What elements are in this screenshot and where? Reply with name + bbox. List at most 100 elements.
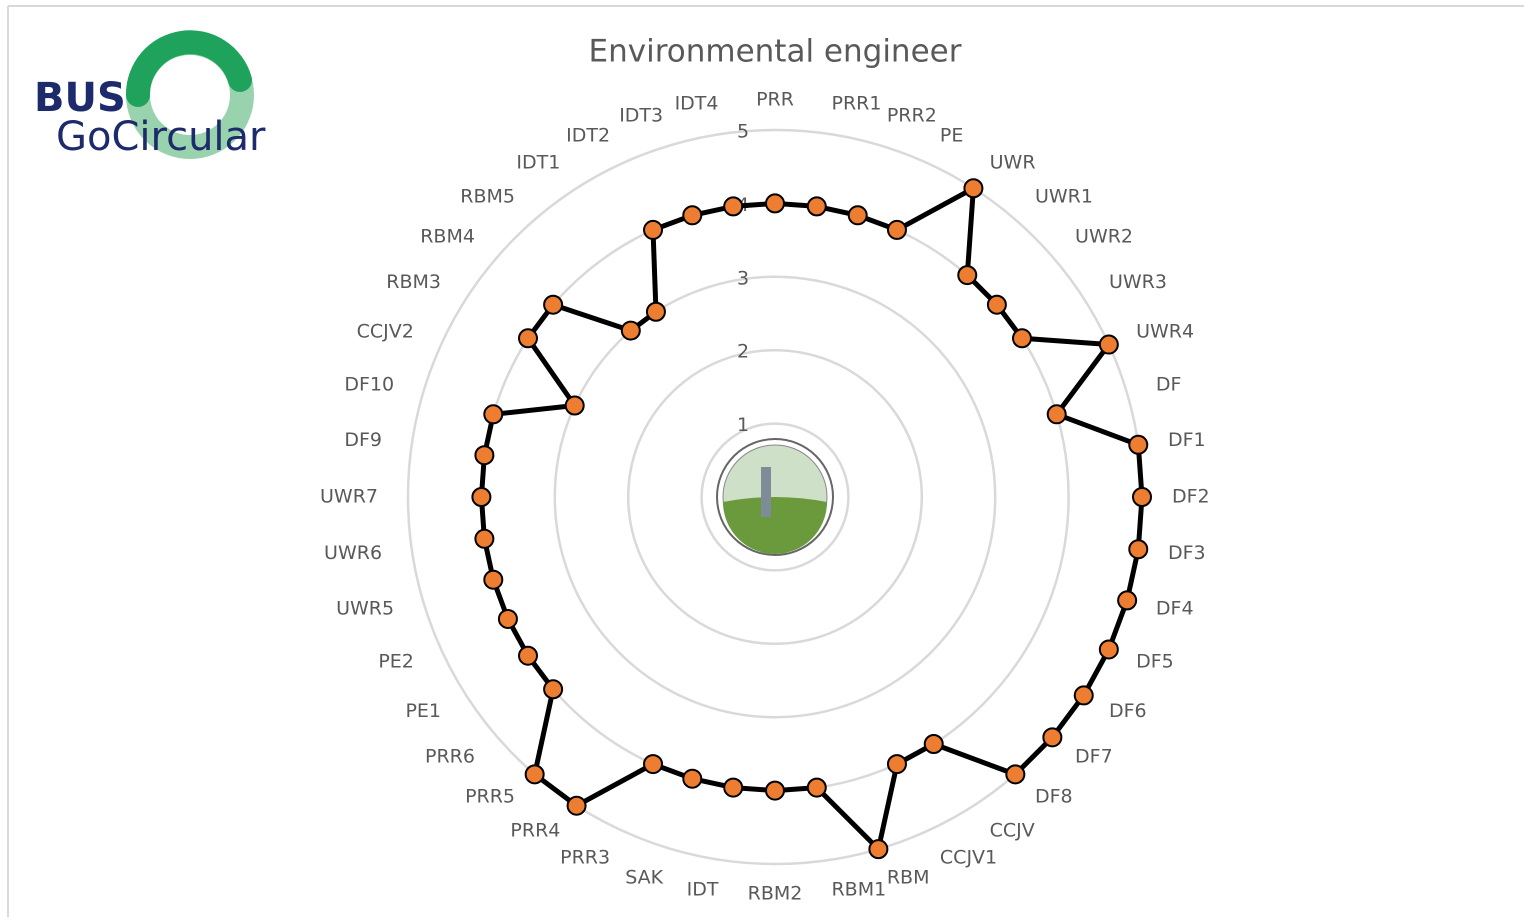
category-label: PE2: [378, 650, 414, 672]
marker: [986, 294, 1007, 315]
logo-text: BUS: [34, 75, 126, 121]
marker: [518, 645, 539, 666]
marker: [868, 839, 889, 860]
category-label: PRR2: [887, 105, 937, 127]
category-label: PE1: [405, 700, 441, 722]
marker: [806, 196, 827, 217]
category-label: PRR6: [425, 745, 475, 767]
r-tick-label: 3: [737, 267, 749, 289]
marker: [682, 205, 703, 226]
marker: [497, 608, 518, 629]
grid-circle: [553, 275, 997, 719]
category-label: DF3: [1168, 542, 1206, 564]
r-tick-label: 5: [737, 121, 749, 143]
category-label: CCJV: [990, 819, 1035, 841]
marker: [1098, 639, 1119, 660]
category-label: PRR5: [465, 786, 515, 808]
category-label: PRR1: [831, 93, 881, 115]
marker: [643, 754, 664, 775]
category-label: PRR: [756, 89, 794, 111]
category-label: DF9: [344, 429, 382, 451]
logo: BUS GoCircular: [34, 30, 266, 160]
marker: [957, 265, 978, 286]
category-label: IDT: [687, 878, 719, 900]
center-image-figure: [761, 467, 771, 517]
category-label: IDT4: [675, 93, 719, 115]
category-label: DF8: [1035, 786, 1073, 808]
category-label: IDT1: [516, 152, 560, 174]
marker: [1098, 334, 1119, 355]
category-label: UWR3: [1109, 271, 1167, 293]
marker: [765, 193, 785, 214]
marker: [1073, 685, 1094, 706]
grid-circle: [626, 348, 924, 646]
category-label: DF10: [344, 374, 394, 396]
marker: [564, 395, 585, 416]
marker: [886, 754, 907, 775]
category-label: UWR7: [320, 486, 378, 508]
marker: [474, 528, 495, 549]
marker: [765, 780, 785, 801]
center-image-grass: [723, 497, 827, 554]
marker: [643, 219, 664, 240]
category-label: DF2: [1172, 486, 1210, 508]
category-label: RBM: [887, 866, 930, 888]
category-label: CCJV2: [357, 321, 414, 343]
category-label: DF4: [1156, 597, 1194, 619]
category-label: IDT2: [566, 124, 610, 146]
category-label: RBM1: [831, 878, 886, 900]
category-label: UWR6: [324, 542, 382, 564]
marker: [806, 777, 827, 798]
marker: [923, 733, 944, 754]
category-label: DF7: [1075, 745, 1113, 767]
r-tick-label: 1: [737, 414, 749, 436]
category-label: DF5: [1136, 650, 1174, 672]
marker: [645, 301, 666, 322]
marker: [524, 764, 545, 785]
marker: [518, 328, 539, 349]
logo-text: GoCircular: [56, 114, 266, 160]
marker: [543, 679, 564, 700]
marker: [847, 205, 868, 226]
marker: [723, 196, 744, 217]
marker: [474, 445, 495, 466]
category-label: RBM5: [460, 185, 515, 207]
marker: [483, 569, 504, 590]
category-label: UWR4: [1136, 321, 1194, 343]
marker: [1128, 539, 1149, 560]
marker: [543, 294, 564, 315]
category-label: UWR5: [336, 597, 394, 619]
category-label: PE: [940, 124, 963, 146]
marker: [1132, 487, 1152, 507]
r-tick-label: 2: [737, 341, 749, 363]
marker: [1042, 727, 1063, 748]
grid-circle: [700, 422, 850, 572]
category-label: SAK: [625, 866, 663, 888]
logo-arc: [125, 30, 252, 107]
category-label: CCJV1: [940, 847, 997, 869]
marker: [963, 178, 984, 199]
category-label: PRR3: [560, 847, 610, 869]
marker: [1117, 590, 1138, 611]
category-label: RBM4: [420, 226, 475, 248]
category-label: UWR2: [1075, 226, 1133, 248]
marker: [886, 219, 907, 240]
marker: [620, 320, 641, 341]
category-label: IDT3: [619, 105, 663, 127]
marker: [1128, 434, 1149, 455]
category-label: DF: [1156, 374, 1182, 396]
category-label: UWR1: [1035, 185, 1093, 207]
marker: [723, 777, 744, 798]
category-label: DF6: [1109, 700, 1147, 722]
marker: [1011, 328, 1032, 349]
marker: [566, 795, 587, 816]
chart-title: Environmental engineer: [589, 34, 962, 70]
marker: [483, 404, 504, 425]
category-label: PRR4: [510, 819, 560, 841]
marker: [1005, 764, 1026, 785]
category-label: DF1: [1168, 429, 1206, 451]
category-label: RBM2: [748, 883, 803, 905]
marker: [471, 487, 492, 507]
